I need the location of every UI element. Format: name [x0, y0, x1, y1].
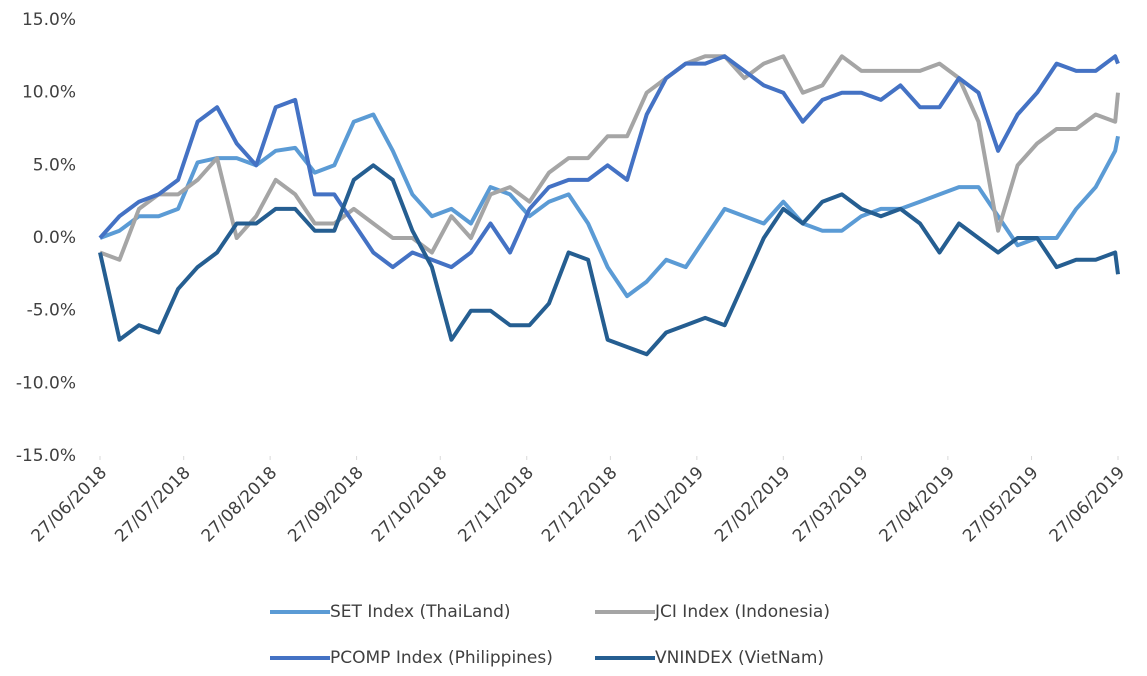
y-tick-label: 5.0%	[33, 155, 76, 175]
legend-label: VNINDEX (VietNam)	[655, 648, 824, 668]
x-tick-label: 27/10/2018	[368, 463, 451, 546]
series-line	[99, 54, 1120, 262]
x-tick-label: 27/09/2018	[284, 463, 367, 546]
x-tick-label: 27/01/2019	[624, 463, 707, 546]
series-line	[98, 163, 1120, 357]
y-tick-label: 10.0%	[22, 83, 76, 103]
x-tick-label: 27/03/2019	[789, 463, 872, 546]
y-tick-label: -5.0%	[27, 301, 76, 321]
x-tick-label: 27/11/2018	[454, 463, 537, 546]
legend-label: PCOMP Index (Philippines)	[330, 648, 553, 668]
series-line	[98, 54, 1120, 270]
x-tick-label: 27/06/2019	[1046, 463, 1129, 546]
y-tick-label: -15.0%	[16, 446, 76, 466]
y-tick-label: 0.0%	[33, 228, 76, 248]
legend-label: JCI Index (Indonesia)	[654, 602, 830, 622]
y-tick-label: -10.0%	[16, 373, 76, 393]
y-tick-label: 15.0%	[22, 10, 76, 30]
series-line	[99, 112, 1120, 299]
x-tick-label: 27/04/2019	[876, 463, 959, 546]
x-tick-label: 27/12/2018	[538, 463, 621, 546]
x-tick-label: 27/08/2018	[198, 463, 281, 546]
x-tick-label: 27/07/2018	[111, 463, 194, 546]
x-tick-label: 27/02/2019	[711, 463, 794, 546]
x-tick-label: 27/05/2019	[959, 463, 1042, 546]
x-tick-label: 27/06/2018	[28, 463, 111, 546]
legend-label: SET Index (ThaiLand)	[330, 602, 511, 622]
